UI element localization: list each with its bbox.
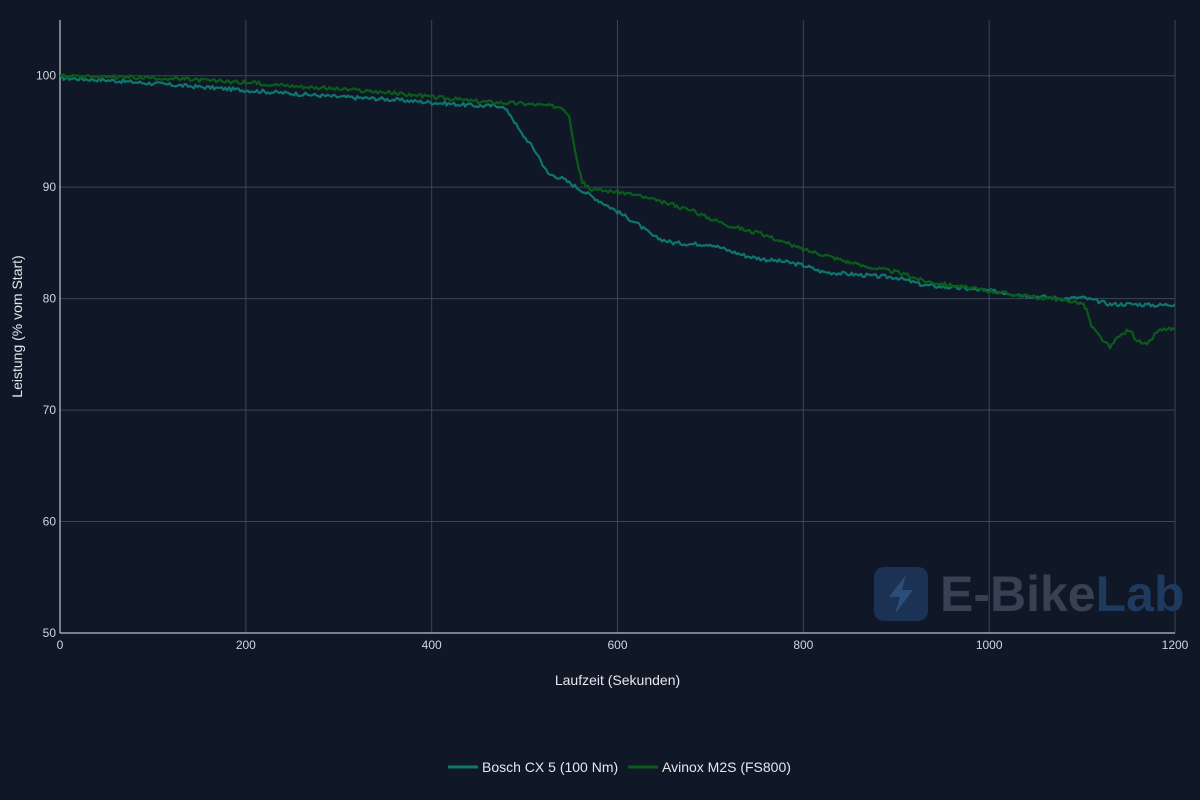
- series-lines: [59, 73, 1176, 350]
- watermark-text: E-BikeLab: [940, 566, 1185, 622]
- x-tick-label: 1200: [1162, 638, 1189, 652]
- x-axis-title: Laufzeit (Sekunden): [555, 672, 680, 688]
- x-tick-label: 800: [793, 638, 813, 652]
- axes: [59, 20, 1175, 634]
- watermark: E-BikeLab: [874, 566, 1185, 622]
- lightning-bolt-icon: [889, 575, 913, 614]
- tick-labels: 0 200 400 600 800 1000 1200 50 60 70 80 90 100: [36, 69, 1189, 652]
- x-tick-label: 400: [422, 638, 442, 652]
- legend-label: Bosch CX 5 (100 Nm): [482, 759, 618, 775]
- x-tick-label: 600: [607, 638, 627, 652]
- x-tick-label: 200: [236, 638, 256, 652]
- legend: Bosch CX 5 (100 Nm) Avinox M2S (FS800): [448, 759, 791, 775]
- x-tick-label: 0: [57, 638, 64, 652]
- y-tick-label: 90: [43, 180, 57, 194]
- y-tick-label: 60: [43, 515, 57, 529]
- series-line-1: [59, 73, 1176, 350]
- y-tick-label: 50: [43, 626, 57, 640]
- y-tick-label: 70: [43, 403, 57, 417]
- legend-label: Avinox M2S (FS800): [662, 759, 791, 775]
- y-tick-label: 100: [36, 69, 56, 83]
- watermark-accent-text: Lab: [1096, 566, 1185, 622]
- grid-lines: [60, 20, 1176, 633]
- x-tick-label: 1000: [976, 638, 1003, 652]
- y-tick-label: 80: [43, 292, 57, 306]
- series-line-0: [60, 75, 1176, 308]
- y-axis-title: Leistung (% vom Start): [9, 255, 25, 397]
- watermark-main-text: E-Bike: [940, 566, 1096, 622]
